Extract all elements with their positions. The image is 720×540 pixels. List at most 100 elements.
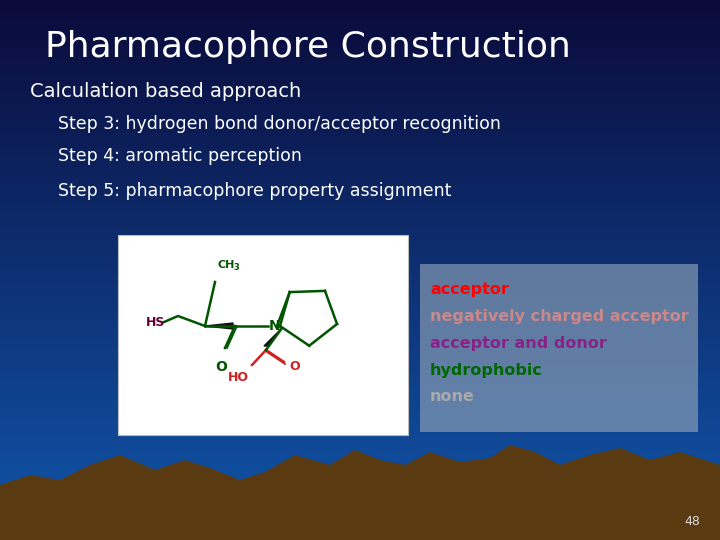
Bar xyxy=(0,374,720,376)
Bar xyxy=(0,383,720,385)
Bar xyxy=(0,137,720,139)
Bar xyxy=(0,167,720,169)
Bar xyxy=(0,171,720,173)
Bar xyxy=(0,511,720,513)
Bar xyxy=(0,265,720,266)
Bar xyxy=(0,328,720,329)
Bar xyxy=(0,184,720,185)
Bar xyxy=(0,355,720,356)
Bar xyxy=(0,59,720,61)
Bar xyxy=(0,268,720,270)
Bar xyxy=(0,522,720,524)
Bar xyxy=(0,335,720,336)
Bar xyxy=(0,65,720,66)
Bar xyxy=(0,146,720,147)
Bar xyxy=(0,250,720,252)
Bar xyxy=(0,471,720,474)
Bar xyxy=(0,299,720,301)
Bar xyxy=(0,45,720,47)
FancyBboxPatch shape xyxy=(118,235,408,435)
Bar xyxy=(0,464,720,466)
Bar xyxy=(0,126,720,128)
Bar xyxy=(0,427,720,428)
Bar xyxy=(0,488,720,490)
Bar xyxy=(0,189,720,191)
Bar xyxy=(0,178,720,180)
Bar xyxy=(0,32,720,34)
Bar xyxy=(0,495,720,497)
Text: O: O xyxy=(215,360,227,374)
Bar xyxy=(0,414,720,416)
Bar xyxy=(0,474,720,475)
Bar xyxy=(0,430,720,432)
Bar xyxy=(0,112,720,113)
Bar xyxy=(0,216,720,218)
Bar xyxy=(0,147,720,150)
Polygon shape xyxy=(500,465,720,540)
Bar xyxy=(0,463,720,464)
Bar xyxy=(0,506,720,508)
Bar xyxy=(0,317,720,319)
Bar xyxy=(0,185,720,187)
Bar xyxy=(0,150,720,151)
Bar xyxy=(0,312,720,313)
Bar xyxy=(0,39,720,42)
Bar xyxy=(0,69,720,70)
Bar xyxy=(0,234,720,236)
Bar xyxy=(0,201,720,204)
Bar xyxy=(0,459,720,461)
Bar xyxy=(0,428,720,430)
Bar xyxy=(0,92,720,93)
Bar xyxy=(0,275,720,277)
Bar xyxy=(0,133,720,135)
Bar xyxy=(0,38,720,39)
Bar xyxy=(0,306,720,308)
Bar xyxy=(0,58,720,59)
Bar xyxy=(0,470,720,471)
Bar xyxy=(0,248,720,250)
Bar xyxy=(0,420,720,421)
Bar xyxy=(0,177,720,178)
Bar xyxy=(0,123,720,124)
Bar xyxy=(0,258,720,259)
Bar xyxy=(0,209,720,211)
Bar xyxy=(0,135,720,137)
Bar xyxy=(0,231,720,232)
Bar xyxy=(0,410,720,412)
Bar xyxy=(0,99,720,101)
Bar xyxy=(0,461,720,463)
Bar xyxy=(0,437,720,439)
Bar xyxy=(0,101,720,103)
Text: hydrophobic: hydrophobic xyxy=(430,363,543,378)
Bar xyxy=(0,196,720,198)
Bar xyxy=(0,255,720,258)
Bar xyxy=(0,50,720,52)
Bar xyxy=(0,324,720,326)
Bar xyxy=(0,468,720,470)
Bar xyxy=(0,236,720,238)
Bar xyxy=(0,212,720,214)
Bar xyxy=(0,313,720,315)
Bar xyxy=(0,301,720,302)
Bar xyxy=(0,27,720,29)
Bar xyxy=(0,151,720,153)
Bar xyxy=(0,482,720,484)
Bar xyxy=(0,88,720,90)
Bar xyxy=(0,436,720,437)
Bar xyxy=(0,371,720,373)
Bar xyxy=(0,508,720,509)
Text: 3: 3 xyxy=(233,263,239,272)
Bar xyxy=(0,297,720,299)
Bar xyxy=(0,515,720,517)
Bar xyxy=(0,198,720,200)
Bar xyxy=(0,346,720,347)
Bar xyxy=(0,417,720,420)
Bar xyxy=(0,7,720,9)
Bar xyxy=(0,475,720,477)
Bar xyxy=(0,302,720,304)
Bar xyxy=(0,160,720,162)
Bar xyxy=(0,205,720,207)
Bar xyxy=(0,387,720,389)
Bar xyxy=(0,376,720,378)
Bar xyxy=(0,423,720,425)
